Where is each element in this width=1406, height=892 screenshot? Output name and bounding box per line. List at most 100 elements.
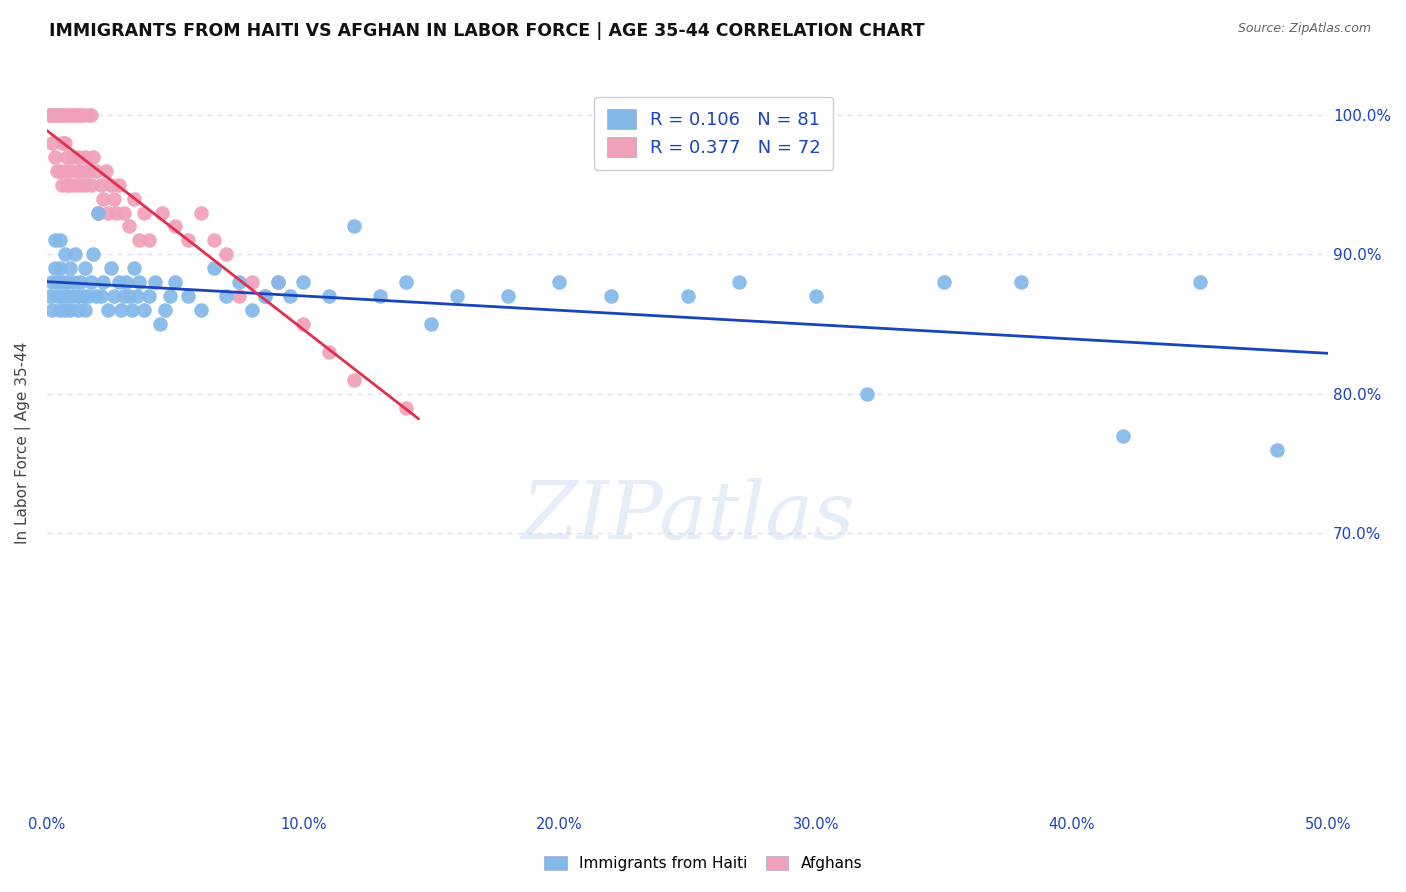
Point [165,219,187,234]
Point [94,163,117,178]
Point [153,303,176,318]
Point [87,205,110,219]
Point [599,289,621,303]
Point [228,275,250,289]
Point [38,108,60,122]
Point [62,275,84,289]
Point [49,108,72,122]
Point [122,192,145,206]
Point [121,303,143,318]
Point [63,247,86,261]
Point [44,108,66,122]
Text: IMMIGRANTS FROM HAITI VS AFGHAN IN LABOR FORCE | AGE 35-44 CORRELATION CHART: IMMIGRANTS FROM HAITI VS AFGHAN IN LABOR… [49,22,925,40]
Point [202,261,225,276]
Point [75,261,97,276]
Point [280,289,302,303]
Point [368,289,391,303]
Point [93,192,115,206]
Point [41,275,63,289]
Point [150,205,173,219]
Point [51,108,73,122]
Point [292,317,315,331]
Point [87,205,110,219]
Point [82,247,104,261]
Point [72,163,94,178]
Point [228,289,250,303]
Point [38,108,60,122]
Point [66,303,89,318]
Point [69,108,91,122]
Point [292,275,315,289]
Point [79,275,101,289]
Point [266,275,288,289]
Point [53,108,76,122]
Point [100,261,122,276]
Point [59,303,82,318]
Point [51,275,73,289]
Point [53,247,76,261]
Point [38,289,60,303]
Point [59,261,82,276]
Point [107,178,129,192]
Point [177,289,200,303]
Point [41,108,63,122]
Point [41,303,63,318]
Point [44,108,66,122]
Point [44,261,66,276]
Point [46,108,69,122]
Point [53,163,76,178]
Point [59,108,82,122]
Point [75,150,97,164]
Point [93,275,115,289]
Point [51,178,73,192]
Point [115,275,138,289]
Point [59,163,82,178]
Point [49,303,72,318]
Point [318,345,340,359]
Point [932,275,955,289]
Point [496,289,519,303]
Point [72,289,94,303]
Point [103,192,125,206]
Point [110,303,132,318]
Point [84,289,107,303]
Point [343,219,366,234]
Point [84,163,107,178]
Point [77,289,100,303]
Point [128,234,150,248]
Point [79,108,101,122]
Point [51,289,73,303]
Point [66,150,89,164]
Point [97,303,120,318]
Point [318,289,340,303]
Legend: Immigrants from Haiti, Afghans: Immigrants from Haiti, Afghans [537,849,869,877]
Point [66,163,89,178]
Point [215,247,238,261]
Point [66,108,89,122]
Point [72,108,94,122]
Point [253,289,276,303]
Point [51,136,73,150]
Point [56,289,79,303]
Point [215,289,238,303]
Point [190,205,212,219]
Point [56,150,79,164]
Point [165,275,187,289]
Point [1010,275,1032,289]
Point [128,275,150,289]
Point [44,150,66,164]
Point [343,373,366,387]
Point [63,178,86,192]
Point [202,234,225,248]
Text: ZIPatlas: ZIPatlas [520,478,855,556]
Point [149,317,172,331]
Point [49,234,72,248]
Point [159,289,181,303]
Point [75,178,97,192]
Point [190,303,212,318]
Point [122,261,145,276]
Point [56,275,79,289]
Point [177,234,200,248]
Point [41,136,63,150]
Point [63,108,86,122]
